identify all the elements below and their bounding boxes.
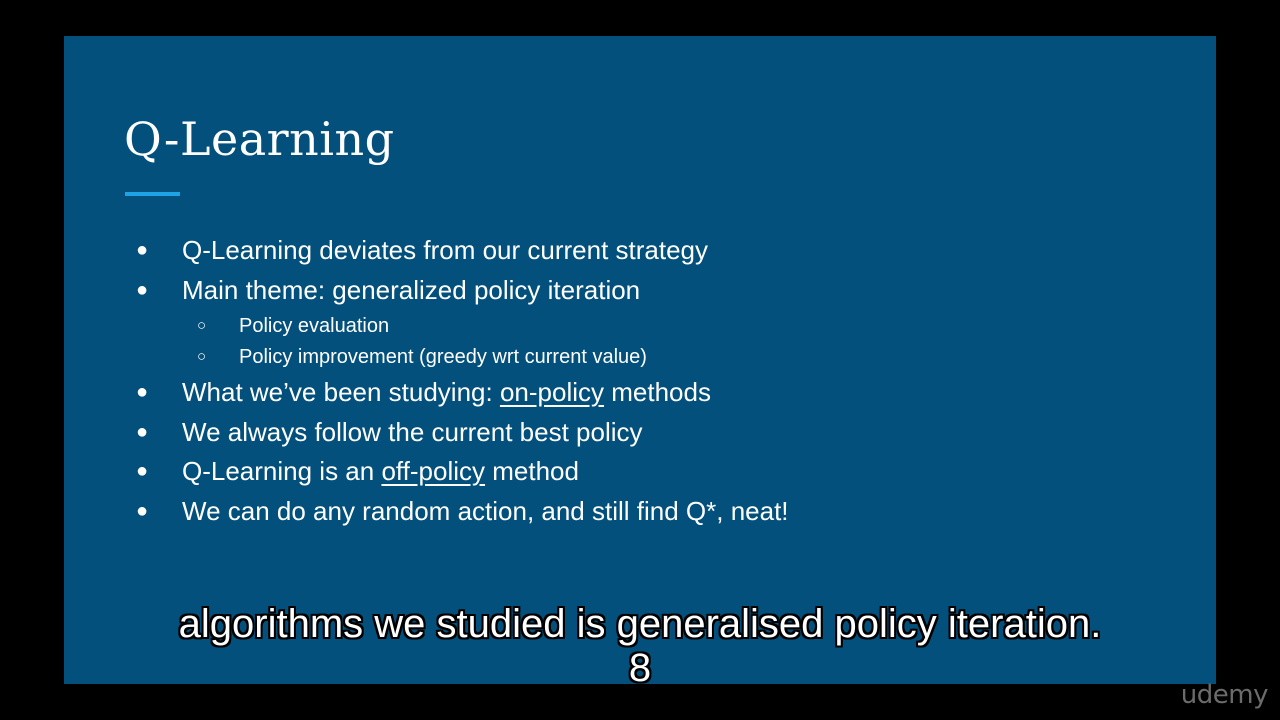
bullet-text-segment: methods xyxy=(604,377,711,407)
bullet-dot-icon: ● xyxy=(136,232,148,268)
bullet-text: We can do any random action, and still f… xyxy=(182,493,789,529)
bullet-text: Main theme: generalized policy iteration xyxy=(182,272,640,308)
bullet-text-segment: Q-Learning deviates from our current str… xyxy=(182,235,708,265)
bullet-text-segment: We can do any random action, and still f… xyxy=(182,496,789,526)
bullet-text-segment: Main theme: generalized policy iteration xyxy=(182,275,640,305)
subtitle-caption: algorithms we studied is generalised pol… xyxy=(0,602,1280,690)
bullet-text-segment: Policy improvement (greedy wrt current v… xyxy=(239,346,647,368)
bullet-text: Policy improvement (greedy wrt current v… xyxy=(239,343,647,371)
bullet-text: Q-Learning deviates from our current str… xyxy=(182,232,708,268)
caption-line-2: 8 xyxy=(0,646,1280,690)
bullet-dot-icon: ● xyxy=(136,374,148,410)
bullet-text: Q-Learning is an off-policy method xyxy=(182,453,579,489)
bullet-text-segment: Q-Learning is an xyxy=(182,456,381,486)
hollow-bullet-icon: ○ xyxy=(197,312,206,340)
bullet-dot-icon: ● xyxy=(136,493,148,529)
bullet-text: Policy evaluation xyxy=(239,312,389,340)
bullet-dot-icon: ● xyxy=(136,414,148,450)
underlined-term-link[interactable]: off-policy xyxy=(381,456,485,486)
hollow-bullet-icon: ○ xyxy=(197,343,206,371)
bullet-text-segment: Policy evaluation xyxy=(239,315,389,337)
bullet-text-segment: What we’ve been studying: xyxy=(182,377,500,407)
bullet-text: We always follow the current best policy xyxy=(182,414,643,450)
bullet-text: What we’ve been studying: on-policy meth… xyxy=(182,374,711,410)
udemy-watermark-logo: udemy xyxy=(1181,680,1268,710)
bullet-text-segment: We always follow the current best policy xyxy=(182,417,643,447)
bullet-dot-icon: ● xyxy=(136,453,148,489)
underlined-term-link[interactable]: on-policy xyxy=(500,377,604,407)
slide: Q-Learning ● Q-Learning deviates from our… xyxy=(64,36,1216,684)
title-accent-bar xyxy=(125,192,180,196)
slide-title: Q-Learning xyxy=(124,112,395,166)
caption-line-1: algorithms we studied is generalised pol… xyxy=(0,602,1280,646)
bullet-dot-icon: ● xyxy=(136,272,148,308)
bullet-text-segment: method xyxy=(485,456,579,486)
